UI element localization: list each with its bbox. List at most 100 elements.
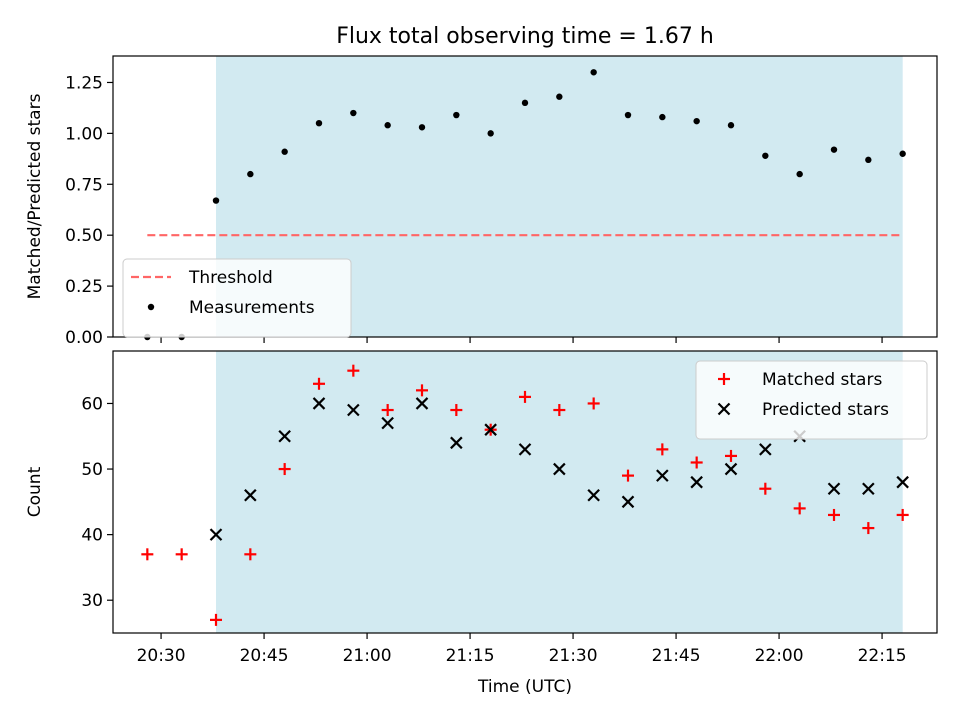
data-point <box>312 397 326 410</box>
legend-box <box>122 258 352 338</box>
x-stroke <box>450 436 463 450</box>
x-tick-label: 21:45 <box>652 646 701 666</box>
legend: Matched stars Predicted stars <box>695 360 928 440</box>
x-stroke <box>347 403 360 417</box>
legend-label: Matched stars <box>762 370 882 390</box>
x-stroke <box>553 462 566 476</box>
legend-box <box>695 360 928 440</box>
data-point <box>521 99 529 107</box>
data-point <box>896 475 909 489</box>
data-point <box>690 475 703 489</box>
data-point <box>659 113 666 121</box>
data-point <box>247 170 254 178</box>
y-tick-label: 30 <box>81 591 103 611</box>
data-point <box>281 148 288 155</box>
data-point <box>347 403 360 417</box>
x-stroke <box>827 482 841 495</box>
data-point <box>622 469 634 482</box>
x-stroke <box>724 462 738 476</box>
data-point <box>244 489 257 502</box>
data-point <box>865 156 872 164</box>
x-stroke <box>759 443 772 456</box>
x-stroke <box>381 416 394 430</box>
data-point <box>315 119 323 127</box>
axes-frame <box>112 55 938 338</box>
x-tick-label: 21:00 <box>343 646 392 666</box>
data-point <box>587 397 600 410</box>
chart-title: Flux total observing time = 1.67 h <box>336 24 714 49</box>
data-point <box>381 404 394 417</box>
legend-marker <box>717 402 731 416</box>
x-stroke <box>690 475 703 489</box>
legend-marker <box>718 373 730 385</box>
y-axis-label: Matched/Predicted stars <box>25 93 45 299</box>
data-point <box>484 423 497 436</box>
legend-label: Threshold <box>188 268 273 288</box>
series-measurements <box>144 69 906 341</box>
y-tick-label: 1.00 <box>65 124 103 144</box>
data-point <box>384 122 391 129</box>
data-point <box>518 443 532 456</box>
data-point <box>450 404 463 417</box>
data-point <box>793 502 806 515</box>
data-point <box>418 124 426 131</box>
x-tick-label: 20:45 <box>240 646 289 666</box>
data-point <box>553 404 566 417</box>
data-point <box>350 109 357 117</box>
data-point <box>656 443 669 456</box>
y-tick-label: 40 <box>81 526 103 546</box>
y-tick-label: 60 <box>81 394 103 414</box>
data-point <box>553 462 566 476</box>
ratio-panel: 0.00 0.25 0.50 0.75 1.00 1.25 Matched/Predicte… <box>25 55 938 348</box>
data-point <box>656 469 669 482</box>
x-stroke <box>278 429 291 443</box>
x-tick-label: 21:30 <box>549 646 598 666</box>
y-tick-label: 0.50 <box>65 226 103 246</box>
x-stroke <box>312 397 326 410</box>
data-point <box>487 130 494 137</box>
x-stroke <box>518 443 532 456</box>
data-point <box>141 548 154 561</box>
data-point <box>556 93 563 100</box>
data-point <box>212 197 220 204</box>
legend-marker <box>147 303 155 311</box>
y-tick-label: 0.00 <box>65 328 103 348</box>
series-matched-stars <box>141 364 909 626</box>
data-point <box>862 482 875 495</box>
x-axis-label: Time (UTC) <box>477 677 572 697</box>
data-point <box>453 111 460 119</box>
y-tick-label: 1.25 <box>65 73 103 93</box>
x-tick-label: 22:15 <box>858 646 907 666</box>
x-stroke <box>244 489 257 502</box>
x-stroke <box>717 402 731 416</box>
series-predicted-stars <box>209 397 909 541</box>
data-point <box>830 146 838 153</box>
x-stroke <box>896 475 909 489</box>
data-point <box>313 377 325 390</box>
legend-label: Predicted stars <box>762 400 889 420</box>
data-point <box>727 122 735 129</box>
data-point <box>210 613 222 626</box>
x-stroke <box>621 495 635 509</box>
data-point <box>759 443 772 456</box>
data-point <box>896 508 909 521</box>
legend-label: Measurements <box>189 298 315 318</box>
data-point <box>278 429 291 443</box>
data-point <box>827 482 841 495</box>
x-tick-label: 20:30 <box>137 646 186 666</box>
x-stroke <box>484 423 497 436</box>
data-point <box>519 390 531 403</box>
data-point <box>416 384 428 397</box>
x-tick-label: 22:00 <box>755 646 804 666</box>
data-point <box>828 508 840 521</box>
data-point <box>724 462 738 476</box>
data-point <box>759 482 772 495</box>
legend: Threshold Measurements <box>122 258 352 338</box>
data-point <box>690 456 703 469</box>
data-point <box>587 489 600 502</box>
x-stroke <box>656 469 669 482</box>
data-point <box>590 69 597 76</box>
data-point <box>762 152 769 159</box>
data-point <box>244 548 257 561</box>
